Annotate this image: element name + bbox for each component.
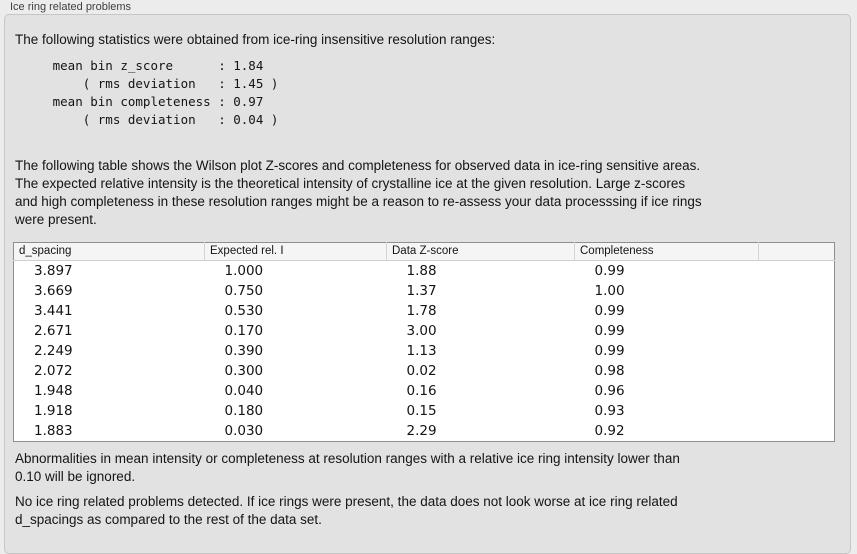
table-row[interactable]: 2.249 0.390 1.13 0.99 (14, 341, 835, 361)
table-cell (759, 281, 835, 301)
table-cell: 1.000 (224, 263, 264, 279)
table-row[interactable]: 2.671 0.170 3.00 0.99 (14, 321, 835, 341)
table-row[interactable]: 3.441 0.530 1.78 0.99 (14, 301, 835, 321)
table-cell: 0.750 (224, 283, 264, 299)
table-intro-text: The following table shows the Wilson plo… (15, 158, 702, 227)
stats-intro-text: The following statistics were obtained f… (15, 32, 496, 47)
table-cell: 0.530 (224, 303, 264, 319)
table-cell (759, 321, 835, 341)
table-cell: 0.180 (224, 403, 264, 419)
column-header[interactable] (758, 242, 835, 261)
table-cell: 1.883 (34, 423, 73, 439)
table-cell: 0.300 (224, 363, 264, 379)
table-cell: 0.99 (594, 303, 625, 319)
table-cell: 1.918 (34, 403, 73, 419)
table-cell: 3.441 (34, 303, 73, 319)
table-cell (759, 301, 835, 321)
table-cell: 1.37 (406, 283, 437, 299)
table-row[interactable]: 1.883 0.030 2.29 0.92 (14, 421, 835, 442)
table-cell: 2.249 (34, 343, 73, 359)
column-header[interactable]: Data Z-score (386, 242, 575, 261)
table-cell: 0.98 (594, 363, 625, 379)
table-cell (759, 381, 835, 401)
ice-ring-panel: { "panel": { "title": "Ice ring related … (4, 1, 851, 554)
table-cell: 1.13 (406, 343, 437, 359)
table-cell: 1.948 (34, 383, 73, 399)
table-header: d_spacing Expected rel. I Data Z-score Comp… (13, 242, 835, 261)
table-cell: 1.78 (406, 303, 437, 319)
table-cell (759, 261, 835, 282)
table-header-row: d_spacing Expected rel. I Data Z-score Comp… (13, 242, 835, 261)
table-row[interactable]: 2.072 0.300 0.02 0.98 (14, 361, 835, 381)
column-header[interactable]: Expected rel. I (204, 242, 387, 261)
table-cell: 3.00 (406, 323, 437, 339)
table-cell: 0.99 (594, 263, 625, 279)
table-cell: 0.390 (224, 343, 264, 359)
conclusion-text: No ice ring related problems detected. I… (15, 494, 678, 527)
table-cell: 2.671 (34, 323, 73, 339)
table-body: 3.897 1.000 1.88 0.99 3.669 0.750 1.37 1.00 3.44… (14, 261, 835, 442)
table-cell: 0.99 (594, 323, 625, 339)
table-row[interactable]: 1.918 0.180 0.15 0.93 (14, 401, 835, 421)
table-cell: 0.040 (224, 383, 264, 399)
table-cell: 0.16 (406, 383, 437, 399)
ignore-note-text: Abnormalities in mean intensity or compl… (15, 451, 680, 484)
table-cell: 0.96 (594, 383, 625, 399)
table-cell: 1.00 (594, 283, 625, 299)
table-cell (759, 361, 835, 381)
groupbox-title: Ice ring related problems (10, 1, 132, 13)
ice-ring-table: d_spacing Expected rel. I Data Z-score Comp… (13, 242, 835, 442)
table-cell: 2.072 (34, 363, 73, 379)
groupbox-content: The following statistics were obtained f… (5, 15, 850, 529)
table-cell: 1.88 (406, 263, 437, 279)
table-row[interactable]: 3.669 0.750 1.37 1.00 (14, 281, 835, 301)
column-header[interactable]: d_spacing (13, 242, 205, 261)
table-row[interactable]: 3.897 1.000 1.88 0.99 (14, 261, 835, 282)
table-cell: 0.02 (406, 363, 437, 379)
table-cell (759, 401, 835, 421)
table-cell: 0.92 (594, 423, 625, 439)
ice-ring-groupbox: The following statistics were obtained f… (4, 14, 851, 554)
table-cell (759, 341, 835, 361)
table-cell: 0.99 (594, 343, 625, 359)
table-cell: 0.030 (224, 423, 264, 439)
table-cell: 0.170 (224, 323, 264, 339)
table-cell: 0.93 (594, 403, 625, 419)
stats-block: mean bin z_score : 1.84 ( rms deviation … (52, 58, 279, 127)
table-cell: 0.15 (406, 403, 437, 419)
column-header[interactable]: Completeness (574, 242, 759, 261)
table-cell: 3.897 (34, 263, 73, 279)
table-cell: 3.669 (34, 283, 73, 299)
table-cell: 2.29 (406, 423, 437, 439)
table-row[interactable]: 1.948 0.040 0.16 0.96 (14, 381, 835, 401)
table-cell (759, 421, 835, 442)
